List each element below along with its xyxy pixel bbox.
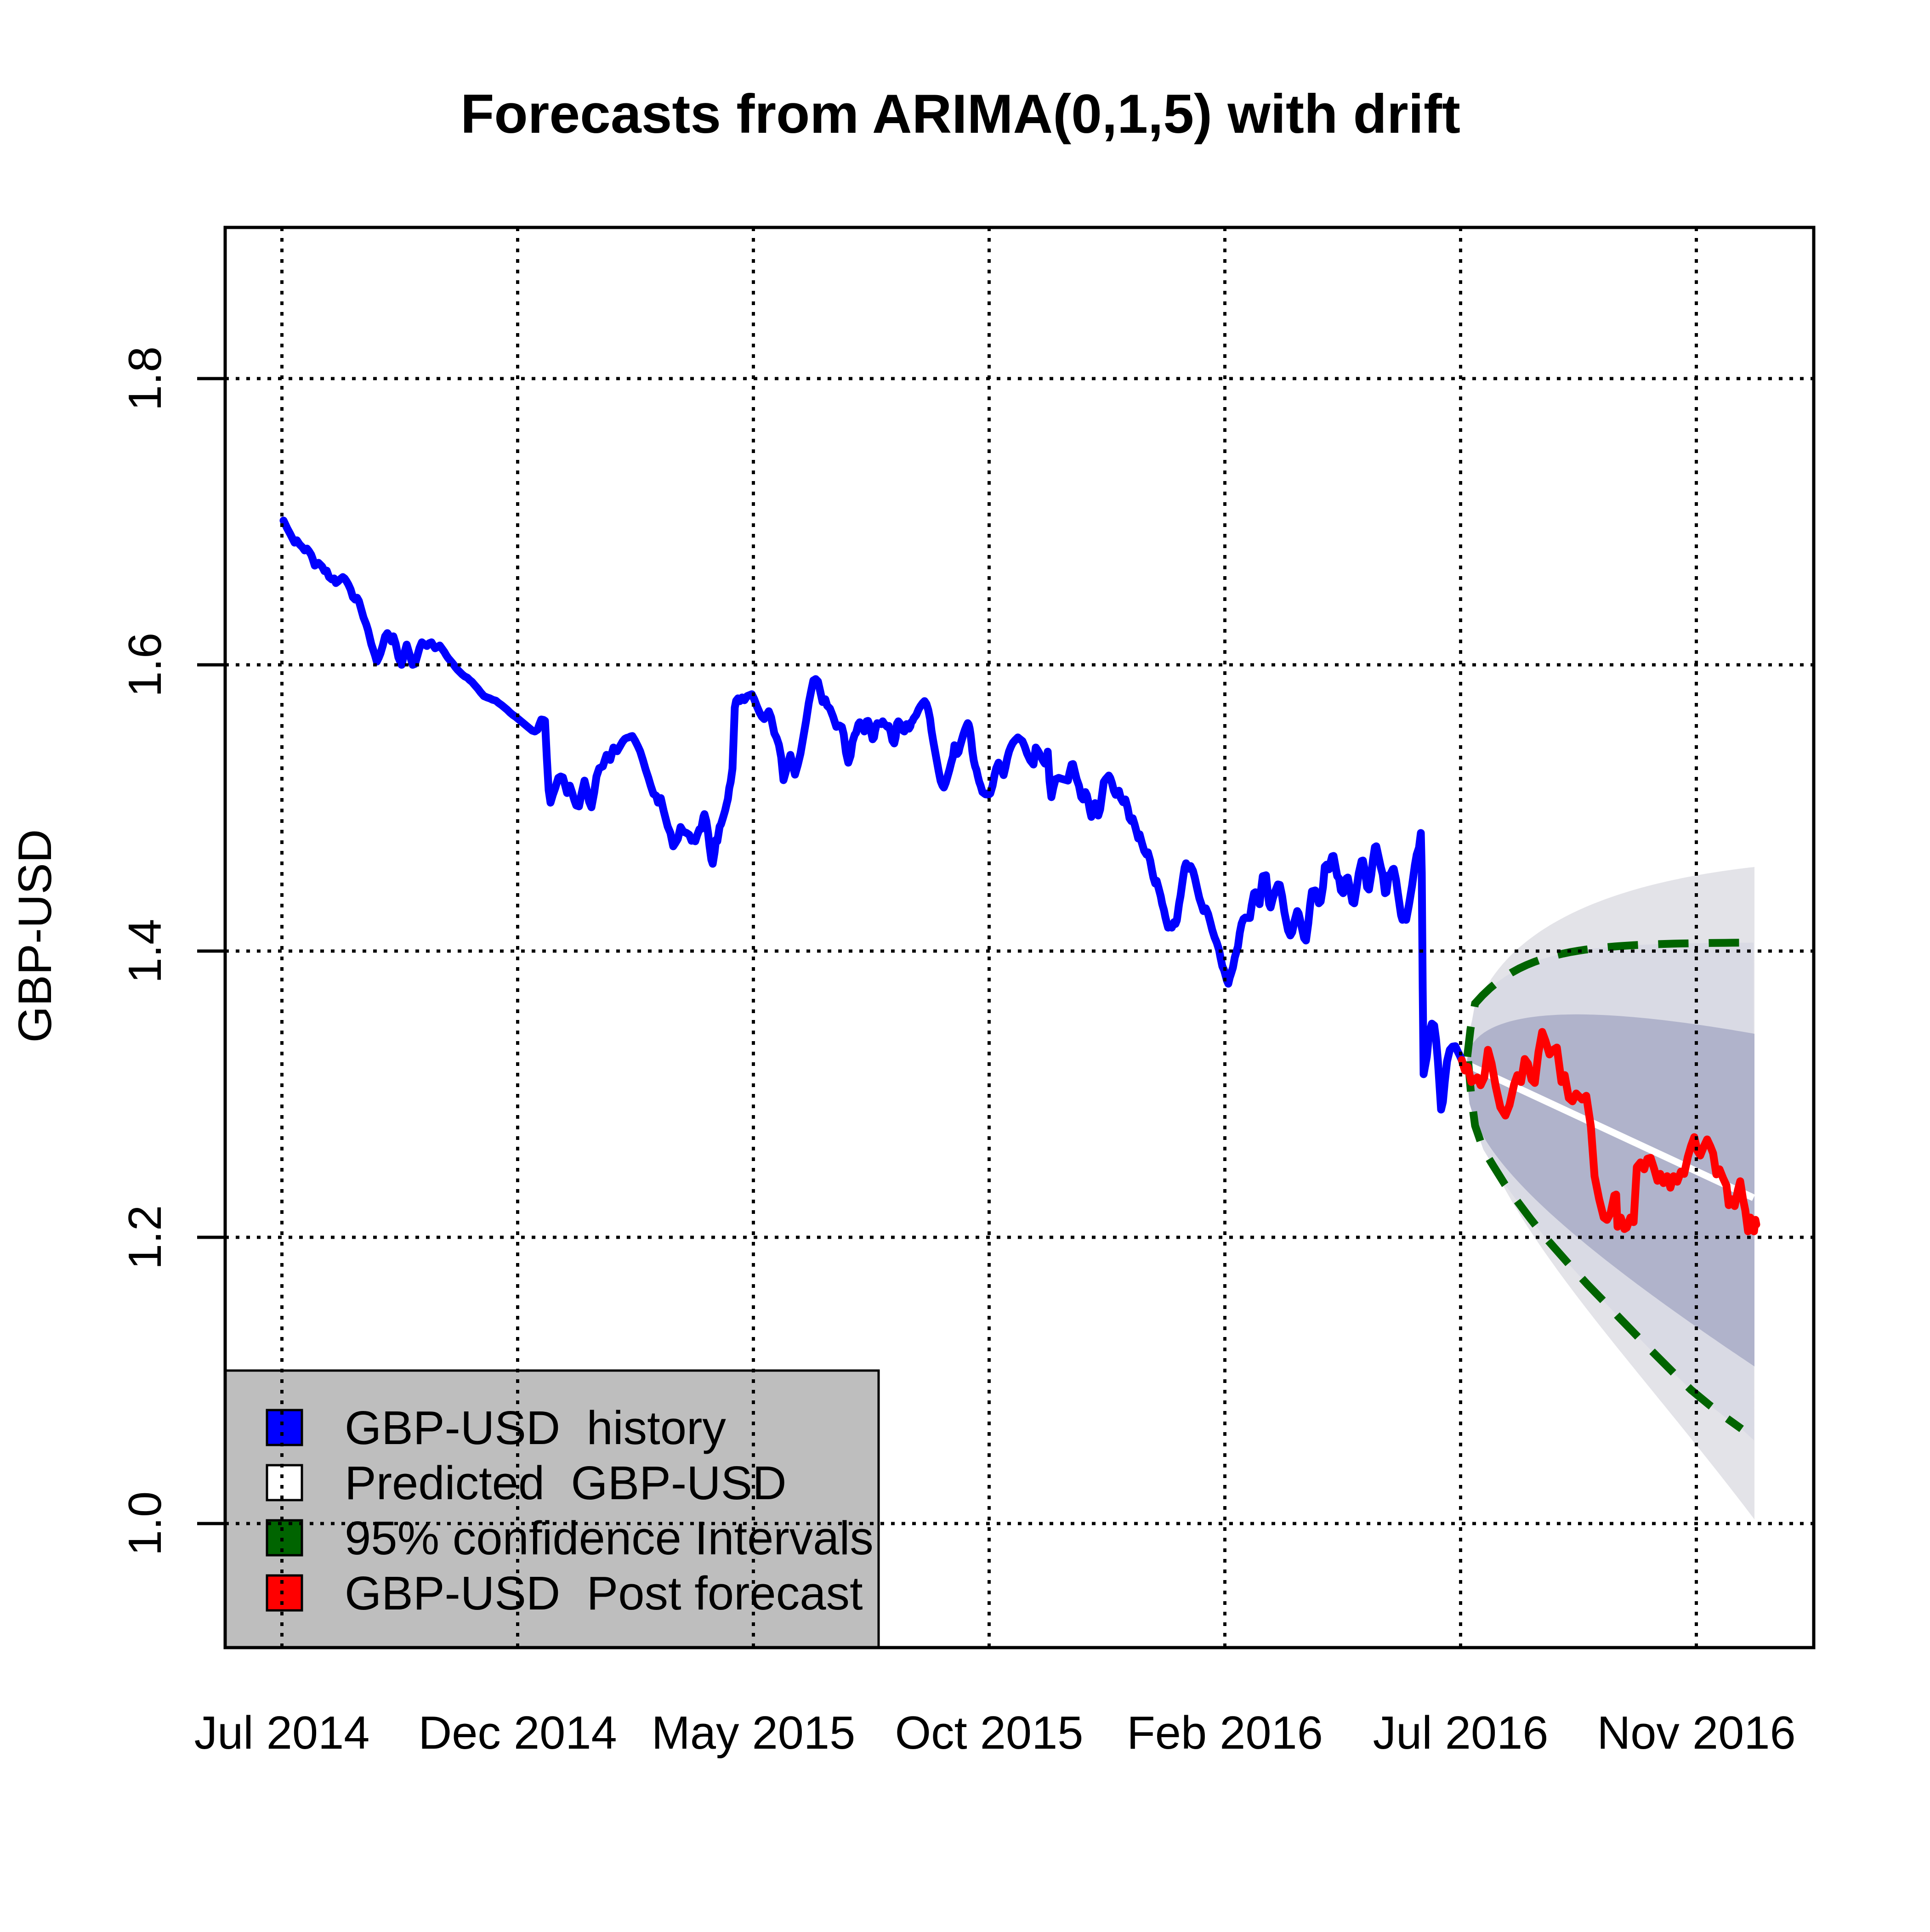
svg-text:1.2: 1.2 (119, 1205, 171, 1269)
svg-text:Oct 2015: Oct 2015 (895, 1707, 1084, 1759)
svg-text:GBP-USD Post forecast: GBP-USD Post forecast (345, 1567, 863, 1620)
svg-text:GBP-USD history: GBP-USD history (345, 1401, 726, 1454)
svg-text:GBP-USD: GBP-USD (9, 829, 61, 1043)
svg-text:Jul 2016: Jul 2016 (1373, 1707, 1549, 1759)
svg-text:Nov 2016: Nov 2016 (1597, 1707, 1795, 1759)
svg-text:1.0: 1.0 (119, 1491, 171, 1556)
svg-text:Predicted GBP-USD: Predicted GBP-USD (345, 1456, 787, 1509)
svg-text:1.6: 1.6 (119, 633, 171, 697)
svg-text:95% confidence Intervals: 95% confidence Intervals (345, 1512, 874, 1564)
svg-text:May 2015: May 2015 (652, 1707, 856, 1759)
svg-text:Forecasts from ARIMA(0,1,5) wi: Forecasts from ARIMA(0,1,5) with drift (460, 83, 1460, 145)
svg-text:Dec 2014: Dec 2014 (418, 1707, 617, 1759)
svg-text:Feb 2016: Feb 2016 (1127, 1707, 1323, 1759)
svg-text:Jul 2014: Jul 2014 (194, 1707, 370, 1759)
svg-text:1.8: 1.8 (119, 346, 171, 411)
svg-text:1.4: 1.4 (119, 919, 171, 983)
